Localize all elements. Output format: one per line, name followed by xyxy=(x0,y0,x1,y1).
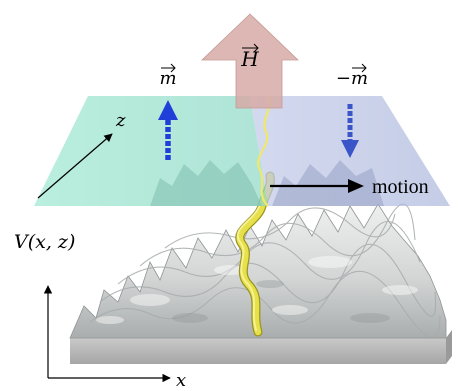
potential-label: V(x, z) xyxy=(14,231,75,253)
field-up-arrow-icon xyxy=(201,13,299,109)
up-arrow-icon xyxy=(158,100,178,160)
field-vector-mark xyxy=(242,43,259,53)
z-axis-label: z xyxy=(115,110,126,131)
right-arrow-icon xyxy=(270,179,364,193)
potential-surface xyxy=(69,203,447,339)
motion-label: motion xyxy=(372,176,429,198)
z-axis xyxy=(37,133,113,199)
magnetization-right-vector-mark xyxy=(352,63,367,73)
landscape-base xyxy=(70,330,452,364)
magnetization-right-label: −m xyxy=(336,68,368,89)
field-label: H xyxy=(240,47,259,71)
domain-wall-line xyxy=(257,95,271,207)
magnetization-left-label: m xyxy=(159,68,176,89)
magnetization-left-vector-mark xyxy=(161,63,176,73)
down-arrow-icon xyxy=(341,104,359,158)
x-axis-label: x xyxy=(176,370,186,391)
